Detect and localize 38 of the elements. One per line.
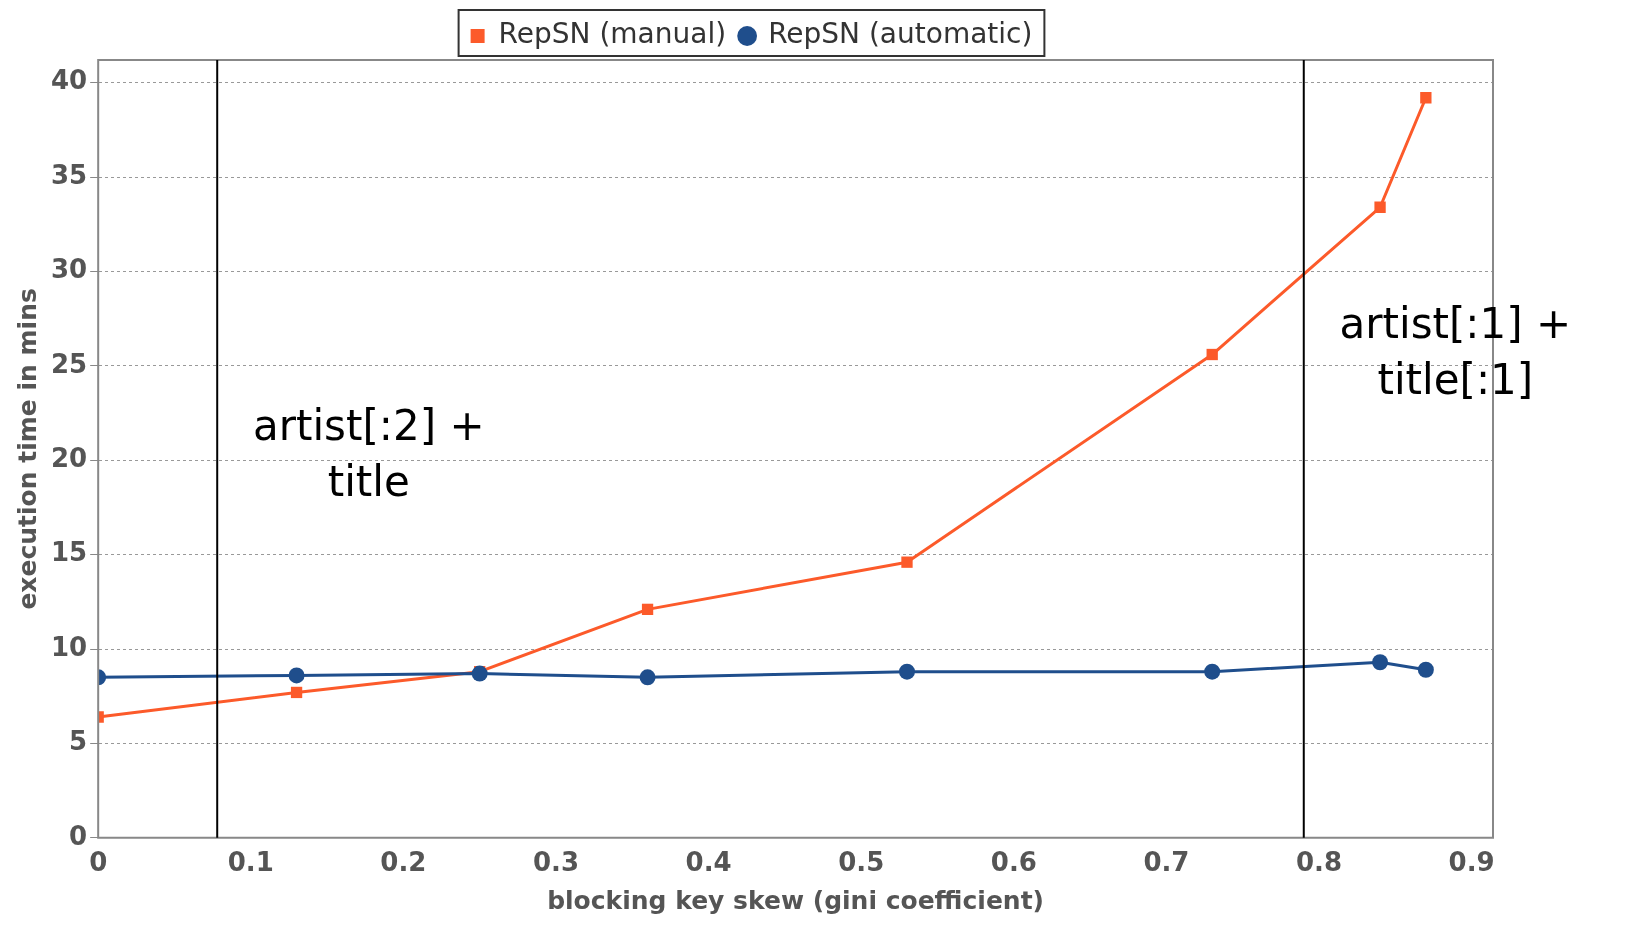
point [290,686,303,699]
x-tick-label: 0.2 [380,847,427,878]
y-tick-label: 20 [50,442,88,473]
x-tick-label: 0.4 [685,847,732,878]
legend-label: RepSN (manual) [498,17,727,51]
point [1374,201,1386,213]
point [1204,663,1221,680]
y-tick-label: 30 [50,254,88,285]
y-tick-label: 25 [50,348,88,379]
x-axis-title: blocking key skew (gini coefficient) [547,885,1045,915]
point [288,667,305,684]
point [1420,92,1432,104]
y-axis-title: execution time in mins [12,288,42,610]
x-tick-label: 0 [89,847,108,878]
point [901,556,913,568]
x-tick-label: 0.7 [1143,847,1190,878]
y-tick-label: 5 [69,726,88,757]
annotation: artist[:1] + title[:1] [1339,299,1572,405]
y-tick-label: 10 [50,631,88,662]
y-tick-label: 40 [50,65,88,96]
y-tick-label: 0 [69,820,88,851]
y-tick-label: 15 [50,537,88,568]
y-tick-label: 35 [50,159,88,190]
point [1206,348,1218,361]
point [471,665,488,682]
x-tick-label: 0.3 [532,847,580,878]
x-tick-label: 0.8 [1296,847,1343,878]
point [1417,661,1434,678]
point [639,669,656,686]
point [898,663,915,680]
x-tick-label: 0.1 [227,847,274,878]
x-tick-label: 0.5 [838,847,885,878]
annotation: artist[:2] + title [252,400,485,506]
x-tick-label: 0.6 [990,847,1037,878]
x-tick-label: 0.9 [1448,847,1495,878]
point [1372,654,1389,671]
legend-label: RepSN (automatic) [768,17,1033,51]
point [641,603,654,616]
